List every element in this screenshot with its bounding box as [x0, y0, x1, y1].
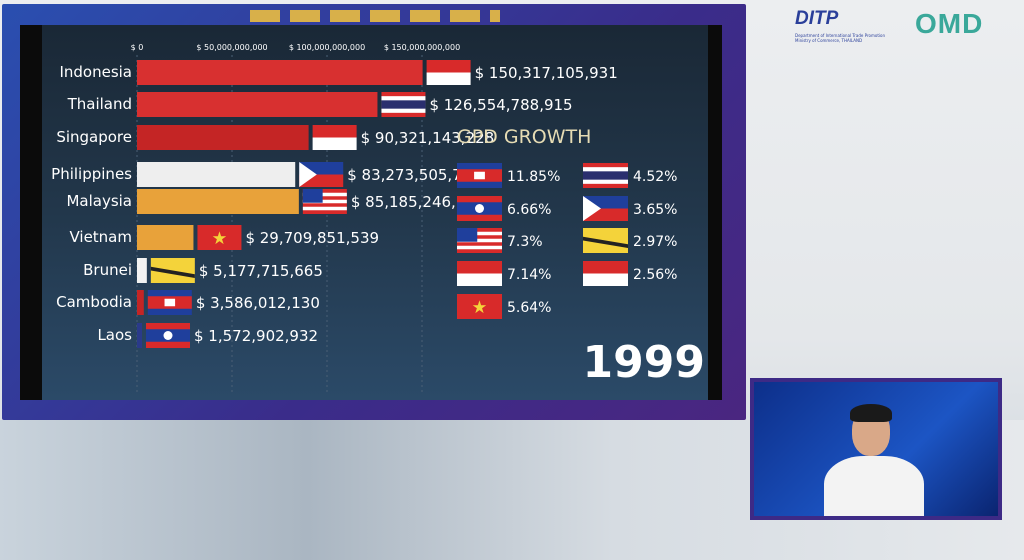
bar-cambodia	[137, 290, 144, 315]
value-label: $ 85,185,246,178	[351, 193, 485, 211]
growth-value: 7.14%	[507, 267, 551, 283]
flag-singapore-stripe	[457, 273, 502, 286]
bar-indonesia	[137, 60, 423, 85]
flag-thailand-stripe	[583, 171, 628, 180]
flag-cambodia-temple	[474, 171, 485, 180]
flag-malaysia-stripe	[457, 231, 502, 236]
growth-value: 2.56%	[633, 267, 677, 283]
flag-singapore-stripe	[457, 261, 502, 274]
bar-chart-race: $ 0 $ 50,000,000,000 $ 100,000,000,000 $ 15…	[20, 25, 720, 400]
flag-laos-circle	[475, 204, 484, 213]
flag-malaysia-stripe	[457, 238, 502, 243]
x-tick-label: $ 0	[131, 43, 144, 52]
flag-indonesia-stripe	[426, 72, 471, 85]
flag-malaysia-stripe	[302, 206, 347, 211]
bar-brunei	[137, 258, 147, 283]
flag-philippines-triangle	[583, 196, 601, 221]
flag-vietnam-star: ★	[472, 298, 488, 318]
bar-malaysia	[137, 189, 299, 214]
flag-malaysia-stripe	[457, 245, 502, 250]
flag-malaysia-canton	[302, 189, 323, 203]
flag-brunei-stripe	[583, 236, 628, 248]
growth-title: GPD GROWTH	[457, 126, 591, 148]
value-label: $ 29,709,851,539	[245, 229, 379, 247]
x-tick-label: $ 150,000,000,000	[384, 43, 460, 52]
value-label: $ 1,572,902,932	[194, 327, 318, 345]
flag-singapore-stripe	[312, 125, 357, 138]
flag-cambodia-temple	[164, 298, 176, 307]
value-label: $ 3,586,012,130	[196, 294, 320, 312]
flag-malaysia-canton	[457, 228, 478, 242]
growth-value: 4.52%	[633, 169, 677, 185]
flag-vietnam-stripe	[197, 225, 242, 250]
video-feed	[754, 382, 998, 516]
growth-value: 7.3%	[507, 234, 543, 250]
frame-decoration	[250, 10, 500, 22]
flag-thailand-stripe	[381, 100, 426, 109]
bar-philippines	[137, 162, 296, 187]
flag-indonesia-stripe	[583, 273, 628, 286]
flag-malaysia-stripe	[302, 199, 347, 204]
value-label: $ 150,317,105,931	[475, 64, 618, 82]
category-label: Indonesia	[59, 63, 132, 81]
category-label: Cambodia	[56, 293, 132, 311]
growth-value: 11.85%	[507, 169, 560, 185]
flag-indonesia-stripe	[426, 60, 471, 73]
category-label: Philippines	[51, 165, 132, 183]
x-tick-label: $ 100,000,000,000	[289, 43, 365, 52]
presenter-hair	[850, 404, 892, 422]
x-tick-label: $ 50,000,000,000	[196, 43, 267, 52]
value-label: $ 90,321,143,228	[361, 129, 495, 147]
omd-logo: OMD	[915, 8, 984, 39]
flag-indonesia-stripe	[583, 261, 628, 274]
category-label: Vietnam	[69, 228, 132, 246]
flag-vietnam-stripe	[457, 294, 502, 319]
flag-vietnam-star: ★	[212, 229, 228, 249]
category-label: Brunei	[83, 261, 132, 279]
category-label: Thailand	[67, 95, 132, 113]
value-label: $ 5,177,715,665	[199, 262, 323, 280]
chart-svg: $ 0 $ 50,000,000,000 $ 100,000,000,000 $ 15…	[51, 43, 705, 395]
bar-laos	[137, 323, 142, 348]
growth-value: 2.97%	[633, 234, 677, 250]
presenter-video	[750, 378, 1002, 520]
ditp-logo: DITP	[795, 8, 839, 29]
flag-singapore-stripe	[312, 137, 357, 150]
flag-philippines-triangle	[299, 162, 317, 187]
category-label: Laos	[97, 326, 132, 344]
bar-thailand	[137, 92, 378, 117]
flag-laos-circle	[163, 331, 173, 340]
presenter-body	[824, 456, 924, 516]
flag-malaysia-stripe	[302, 192, 347, 197]
value-label: $ 126,554,788,915	[429, 96, 572, 114]
video-border-right	[708, 25, 722, 400]
ditp-subtitle: Department of International Trade Promot…	[795, 33, 885, 43]
bar-vietnam	[137, 225, 194, 250]
value-label: $ 83,273,505,7	[347, 166, 462, 184]
category-label: Malaysia	[66, 192, 132, 210]
growth-value: 3.65%	[633, 202, 677, 218]
growth-value: 5.64%	[507, 300, 551, 316]
year-label: 1999	[583, 337, 705, 388]
video-border-left	[20, 25, 42, 400]
flag-brunei-stripe	[150, 266, 195, 278]
growth-value: 6.66%	[507, 202, 551, 218]
category-label: Singapore	[56, 128, 132, 146]
bar-singapore	[137, 125, 309, 150]
